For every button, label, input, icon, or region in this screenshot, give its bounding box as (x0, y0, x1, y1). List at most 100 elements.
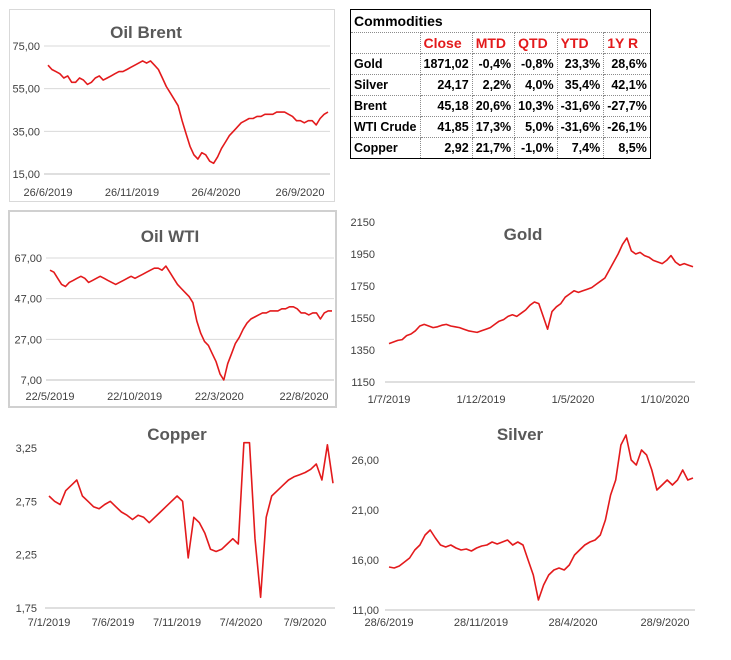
table-cell: -26,1% (603, 116, 651, 138)
y-tick-label: 26,00 (351, 455, 379, 467)
table-header-cell: MTD (471, 32, 516, 54)
x-tick-label: 1/12/2019 (457, 394, 506, 406)
series-line (49, 265, 332, 381)
table-header-cell: Close (419, 32, 473, 54)
table-cell: 42,1% (603, 74, 651, 96)
x-tick-label: 7/9/2020 (284, 617, 327, 629)
y-tick-label: 2,75 (16, 496, 37, 508)
table-row-label: Silver (350, 74, 421, 96)
table-cell: 2,2% (471, 74, 516, 96)
table-cell: 8,5% (603, 137, 651, 159)
table-row: Gold 1871,02 -0,4% -0,8% 23,3% 28,6% (350, 53, 651, 75)
x-tick-label: 28/6/2019 (365, 617, 414, 629)
table-cell: 17,3% (471, 116, 516, 138)
chart-title: Copper (147, 425, 207, 444)
y-tick-label: 1750 (351, 281, 375, 293)
table-cell: -0,8% (514, 53, 558, 75)
x-tick-label: 1/7/2019 (368, 394, 411, 406)
chart-copper: Copper 3,25 2,75 2,25 1,75 7/1/2019 7/6/2019 7/… (16, 425, 335, 629)
x-tick-label: 1/5/2020 (552, 394, 595, 406)
table-cell: 28,6% (603, 53, 651, 75)
chart-gold: Gold 2150 1950 1750 1550 1350 1150 1/7/2019 1/12… (351, 217, 695, 406)
chart-title: Oil Brent (110, 23, 182, 42)
table-cell: 5,0% (514, 116, 558, 138)
table-cell: 23,3% (556, 53, 605, 75)
chart-title: Oil WTI (141, 227, 200, 246)
panel-oil-brent: Oil Brent 75,00 55,00 35,00 15,00 26/6/2019 26… (9, 9, 335, 202)
y-tick-label: 3,25 (16, 443, 37, 455)
x-tick-label: 7/6/2019 (92, 617, 135, 629)
y-tick-label: 1150 (351, 377, 375, 389)
y-tick-label: 15,00 (12, 169, 40, 181)
table-cell: 20,6% (471, 95, 516, 117)
panel-silver: Silver 26,00 21,00 16,00 11,00 28/6/2019 28/11… (345, 420, 705, 635)
y-tick-label: 47,00 (14, 294, 42, 306)
x-tick-label: 7/1/2019 (28, 617, 71, 629)
series-line (388, 237, 694, 345)
x-tick-label: 22/10/2019 (107, 391, 162, 403)
panel-oil-wti: Oil WTI 67,00 47,00 27,00 7,00 22/5/2019 22/10… (8, 210, 337, 408)
x-tick-label: 28/9/2020 (641, 617, 690, 629)
table-row: Silver 24,17 2,2% 4,0% 35,4% 42,1% (350, 74, 651, 96)
y-tick-label: 75,00 (12, 41, 40, 53)
table-cell: 1871,02 (419, 53, 473, 75)
table-cell: 10,3% (514, 95, 558, 117)
table-cell: 24,17 (419, 74, 473, 96)
y-tick-label: 11,00 (352, 605, 379, 617)
panel-gold: Gold 2150 1950 1750 1550 1350 1150 1/7/2019 1/12… (345, 210, 715, 410)
table-header-cell: YTD (556, 32, 605, 54)
table-cell: -27,7% (603, 95, 651, 117)
series-line (48, 441, 334, 599)
chart-oil-brent: Oil Brent 75,00 55,00 35,00 15,00 26/6/2019 26… (12, 23, 330, 199)
y-tick-label: 1550 (351, 313, 375, 325)
table-row: WTI Crude 41,85 17,3% 5,0% -31,6% -26,1% (350, 116, 651, 138)
x-tick-label: 22/5/2019 (26, 391, 75, 403)
table-header-cell (350, 32, 421, 54)
y-tick-label: 67,00 (14, 253, 42, 265)
table-cell: 21,7% (471, 137, 516, 159)
x-tick-label: 26/9/2020 (276, 187, 325, 199)
series-line (388, 434, 694, 601)
y-tick-label: 21,00 (351, 505, 379, 517)
x-tick-label: 28/4/2020 (549, 617, 598, 629)
y-tick-label: 2,25 (16, 550, 37, 562)
chart-oil-wti: Oil WTI 67,00 47,00 27,00 7,00 22/5/2019 22/10… (14, 227, 334, 403)
panel-copper: Copper 3,25 2,75 2,25 1,75 7/1/2019 7/6/2019 7/… (9, 420, 345, 635)
table-cell: 45,18 (419, 95, 473, 117)
x-tick-label: 26/4/2020 (192, 187, 241, 199)
y-tick-label: 55,00 (12, 84, 40, 96)
table-row: Copper 2,92 21,7% -1,0% 7,4% 8,5% (350, 137, 651, 159)
table-cell: -31,6% (556, 116, 605, 138)
table-cell: 2,92 (419, 137, 473, 159)
table-header-cell: 1Y R (603, 32, 651, 54)
series-line (47, 60, 329, 165)
table-cell: -1,0% (514, 137, 558, 159)
table-header-row: Close MTD QTD YTD 1Y R (350, 32, 651, 54)
table-row-label: Gold (350, 53, 421, 75)
chart-title: Silver (497, 425, 544, 444)
table-cell: 35,4% (556, 74, 605, 96)
table-cell: 41,85 (419, 116, 473, 138)
commodities-table: Commodities Close MTD QTD YTD 1Y R Gold 1871,02… (350, 9, 651, 159)
table-cell: 4,0% (514, 74, 558, 96)
table-cell: 7,4% (556, 137, 605, 159)
x-tick-label: 22/8/2020 (280, 391, 329, 403)
y-tick-label: 7,00 (21, 375, 42, 387)
x-tick-label: 7/11/2019 (153, 617, 201, 629)
x-tick-label: 26/6/2019 (24, 187, 73, 199)
y-tick-label: 1,75 (16, 603, 37, 615)
y-tick-label: 2150 (351, 217, 375, 229)
table-title-row: Commodities (350, 9, 651, 33)
table-cell: -0,4% (471, 53, 516, 75)
table-title: Commodities (350, 9, 651, 33)
table-cell: -31,6% (556, 95, 605, 117)
y-tick-label: 16,00 (351, 555, 379, 567)
x-tick-label: 26/11/2019 (105, 187, 159, 199)
x-tick-label: 28/11/2019 (454, 617, 508, 629)
table-row-label: Copper (350, 137, 421, 159)
y-tick-label: 35,00 (12, 126, 40, 138)
table-row-label: WTI Crude (350, 116, 421, 138)
x-tick-label: 7/4/2020 (220, 617, 263, 629)
x-tick-label: 22/3/2020 (195, 391, 244, 403)
